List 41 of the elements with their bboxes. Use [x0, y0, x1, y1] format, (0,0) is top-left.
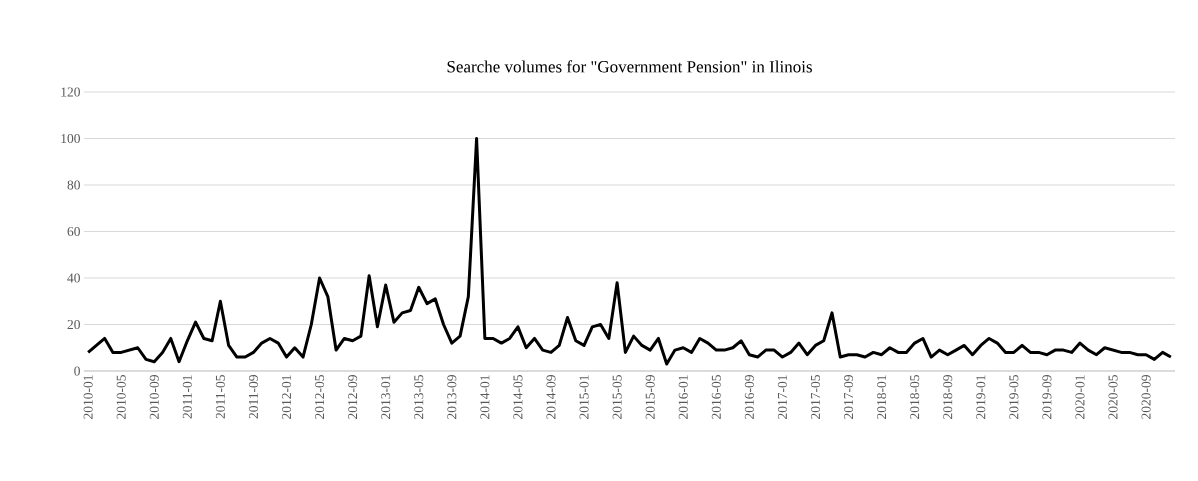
x-tick-label: 2015-09	[645, 375, 655, 419]
y-tick-label: 120	[61, 87, 80, 97]
x-tick-label: 2014-01	[480, 375, 490, 419]
y-tick-label: 20	[67, 319, 80, 330]
y-tick-label: 60	[67, 226, 80, 237]
x-tick-label: 2013-01	[381, 375, 391, 419]
x-tick-label: 2020-09	[1141, 375, 1151, 419]
x-tick-label: 2013-09	[447, 375, 457, 419]
x-tick-label: 2017-01	[777, 375, 787, 419]
x-tick-label: 2018-09	[943, 375, 953, 419]
x-tick-label: 2012-01	[281, 375, 292, 419]
x-tick-label: 2020-01	[1075, 375, 1085, 419]
x-tick-label: 2015-01	[579, 375, 589, 419]
x-tick-label: 2019-09	[1042, 375, 1052, 419]
x-tick-label: 2016-05	[711, 375, 721, 419]
x-tick-label: 2017-09	[843, 375, 854, 419]
x-tick-label: 2012-09	[348, 375, 358, 419]
y-tick-label: 0	[74, 366, 80, 376]
y-tick-label: 80	[67, 180, 80, 190]
x-tick-label: 2016-01	[678, 375, 688, 419]
x-tick-label: 2014-05	[513, 375, 523, 419]
x-tick-label: 2011-09	[248, 375, 258, 419]
x-tick-label: 2018-05	[910, 375, 920, 419]
chart-title: Searche volumes for "Government Pension" in Ilinois	[447, 60, 812, 73]
x-tick-label: 2019-01	[976, 375, 986, 419]
x-tick-label: 2011-01	[182, 375, 192, 419]
x-tick-label: 2016-09	[744, 375, 754, 419]
x-tick-label: 2020-05	[1108, 375, 1118, 419]
x-tick-label: 2014-09	[546, 375, 556, 419]
x-tick-label: 2011-05	[215, 375, 225, 419]
x-tick-label: 2013-05	[414, 375, 424, 419]
x-tick-label: 2017-05	[810, 375, 821, 419]
x-tick-label: 2010-09	[149, 375, 159, 419]
x-tick-label: 2010-01	[83, 375, 93, 419]
y-tick-label: 40	[67, 273, 80, 283]
x-tick-label: 2012-05	[315, 375, 325, 419]
x-tick-label: 2018-01	[877, 375, 887, 419]
y-tick-label: 100	[61, 133, 80, 144]
x-tick-label: 2015-05	[612, 375, 622, 419]
x-tick-label: 2019-05	[1009, 375, 1019, 419]
x-tick-label: 2010-05	[116, 375, 126, 419]
